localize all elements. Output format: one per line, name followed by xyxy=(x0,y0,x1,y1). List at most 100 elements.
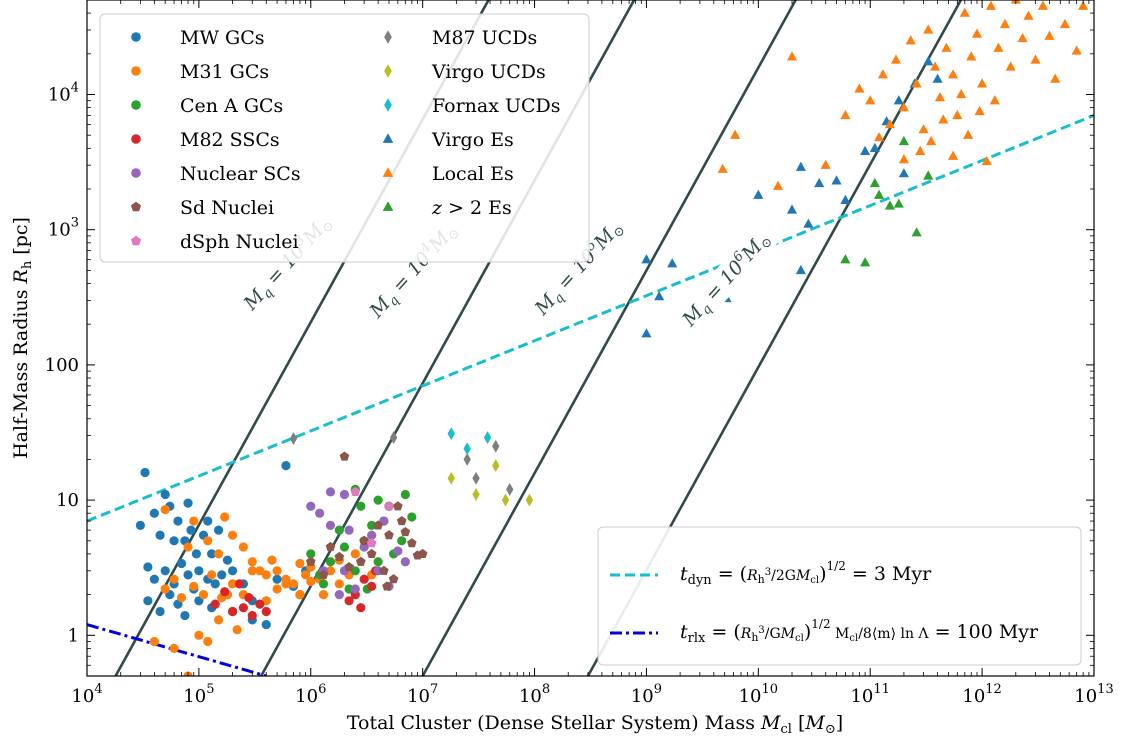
mw-gcs-point xyxy=(143,562,153,572)
sd-nuclei-point xyxy=(344,561,354,572)
local-es-point xyxy=(971,28,983,38)
fornax-ucds-point xyxy=(447,427,455,441)
z-2-es-point xyxy=(893,198,904,208)
nuclear-scs-point xyxy=(325,487,336,497)
mw-gcs-point xyxy=(135,520,145,530)
m31-gcs-point xyxy=(220,512,230,522)
m31-gcs-point xyxy=(232,625,242,635)
z-2-es-point xyxy=(840,254,851,264)
m31-gcs-point xyxy=(261,570,271,580)
sd-nuclei-point xyxy=(355,556,366,566)
local-es-point xyxy=(923,24,934,34)
virgo-es-point xyxy=(641,254,652,264)
sd-nuclei-point xyxy=(388,574,399,584)
legend-marker-m31-gcs xyxy=(131,66,141,76)
y-tick-label: 1 xyxy=(68,625,79,646)
local-es-point xyxy=(959,7,970,17)
m31-gcs-point xyxy=(247,566,257,576)
local-es-point xyxy=(786,51,798,61)
local-es-point xyxy=(985,0,997,10)
local-es-point xyxy=(918,124,929,134)
sd-nuclei-point xyxy=(359,535,369,545)
mw-gcs-point xyxy=(183,570,193,580)
virgo-es-point xyxy=(932,73,943,83)
sd-nuclei-point xyxy=(366,548,377,558)
sd-nuclei-point xyxy=(393,501,403,511)
mq-line-label-bg xyxy=(673,216,785,336)
local-es-point xyxy=(874,132,885,142)
nuclear-scs-point xyxy=(339,489,350,500)
m31-gcs-point xyxy=(301,570,311,580)
mw-gcs-point xyxy=(207,549,217,559)
m31-gcs-point xyxy=(160,505,170,515)
local-es-point xyxy=(905,35,916,45)
legend-marker-nuclear-scs xyxy=(131,168,141,178)
nuclear-scs-point xyxy=(367,530,377,540)
local-es-point xyxy=(941,42,952,52)
virgo-es-point xyxy=(786,204,798,214)
mw-gcs-point xyxy=(176,558,187,569)
local-es-point xyxy=(890,54,902,64)
m31-gcs-point xyxy=(295,558,305,569)
nuclear-scs-point xyxy=(315,508,325,518)
mw-gcs-point xyxy=(180,610,190,621)
m31-gcs-point xyxy=(213,549,224,559)
local-es-point xyxy=(915,145,926,155)
legend-marker-z-2-es xyxy=(382,201,394,211)
m82-sscs-point xyxy=(261,606,271,617)
virgo-ucds-point xyxy=(472,488,480,501)
m31-gcs-point xyxy=(189,581,199,591)
virgo-es-point xyxy=(753,189,764,199)
legend-marker-m87-ucds xyxy=(384,30,392,44)
virgo-ucds-point xyxy=(525,493,534,507)
sd-nuclei-point xyxy=(417,548,428,558)
local-es-point xyxy=(1078,0,1089,10)
z-2-es-point xyxy=(898,135,909,146)
mw-gcs-point xyxy=(272,574,282,584)
nuclear-scs-point xyxy=(393,546,403,556)
m31-gcs-point xyxy=(334,579,344,589)
local-es-point xyxy=(948,150,959,160)
x-tick-label: 1010 xyxy=(739,682,778,707)
legend-label-cen-a-gcs: Cen A GCs xyxy=(180,95,283,117)
m31-gcs-point xyxy=(281,579,291,589)
virgo-es-point xyxy=(641,328,652,338)
virgo-es-point xyxy=(654,291,665,301)
legend-label-virgo-es: Virgo Es xyxy=(431,129,514,151)
m87-ucds-point xyxy=(289,432,298,446)
data-points xyxy=(135,0,1089,676)
m87-ucds-point xyxy=(472,471,480,485)
local-es-point xyxy=(999,18,1011,29)
virgo-es-point xyxy=(814,177,825,188)
local-es-point xyxy=(938,114,949,124)
local-es-point xyxy=(772,180,784,190)
axis-ticks: 104 105 106 107 108 109 1010 1011 1012 1013 1 10 100… xyxy=(45,0,1114,707)
m31-gcs-point xyxy=(227,530,238,540)
virgo-es-point xyxy=(831,175,842,185)
virgo-es-point xyxy=(893,95,904,105)
virgo-es-point xyxy=(898,168,909,178)
local-es-point xyxy=(898,154,909,164)
local-es-point xyxy=(1050,73,1061,83)
plot-frame xyxy=(86,0,1095,677)
m31-gcs-point xyxy=(198,590,209,600)
m31-gcs-point xyxy=(203,536,213,546)
local-es-point xyxy=(1023,10,1034,20)
local-es-point xyxy=(977,78,988,88)
virgo-es-point xyxy=(795,161,806,171)
sd-nuclei-point xyxy=(334,551,345,562)
local-es-point xyxy=(898,102,909,112)
local-es-point xyxy=(981,155,992,166)
local-es-point xyxy=(854,83,865,93)
sd-nuclei-point xyxy=(305,556,316,566)
z-2-es-point xyxy=(874,189,885,199)
z-2-es-point xyxy=(869,177,880,188)
mq-line-label-6: Mq = 106M⊙ xyxy=(676,226,776,333)
local-es-point xyxy=(717,163,728,173)
mw-gcs-point xyxy=(169,536,179,546)
mw-gcs-point xyxy=(186,525,196,535)
x-tick-label: 109 xyxy=(631,682,662,707)
legend-label-dsph-nuclei: dSph Nuclei xyxy=(180,231,299,253)
x-tick-label: 104 xyxy=(71,682,102,707)
